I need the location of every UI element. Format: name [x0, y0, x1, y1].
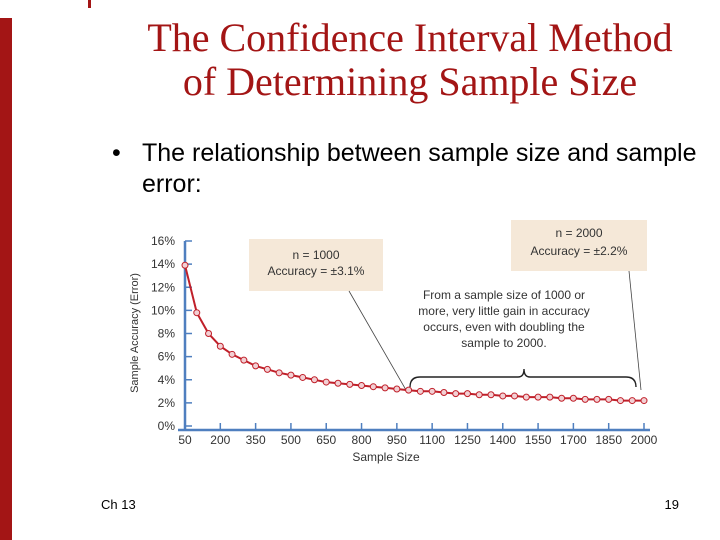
data-point: [193, 309, 201, 317]
x-tick-label: 1850: [595, 433, 622, 447]
data-point: [640, 397, 648, 405]
annotation-n2000-accuracy: Accuracy = ±2.2%: [531, 244, 628, 258]
data-point: [463, 390, 471, 398]
data-point: [546, 393, 554, 401]
data-point: [440, 388, 448, 396]
slide-left-bar: [0, 0, 12, 540]
x-axis-title: Sample Size: [352, 450, 420, 464]
data-point: [616, 397, 624, 405]
footer-chapter: Ch 13: [101, 497, 136, 512]
data-point: [334, 379, 342, 387]
data-point: [569, 394, 577, 402]
annotation-note-line2: more, very little gain in accuracy: [418, 304, 589, 318]
data-point: [263, 365, 271, 373]
x-tick-label: 650: [316, 433, 336, 447]
data-point: [228, 350, 236, 358]
y-tick-label: 2%: [158, 396, 176, 410]
data-point: [181, 261, 189, 269]
data-point: [534, 393, 542, 401]
data-point: [216, 342, 224, 350]
y-axis-title: Sample Accuracy (Error): [129, 273, 141, 393]
y-tick-label: 10%: [151, 303, 175, 317]
x-tick-label: 500: [281, 433, 301, 447]
slide-title-line2: of Determining Sample Size: [182, 59, 638, 104]
page-number: 19: [664, 497, 679, 512]
x-tick-label: 1100: [419, 433, 445, 447]
y-tick-label: 4%: [158, 373, 176, 387]
data-point: [558, 394, 566, 402]
data-point: [475, 391, 483, 399]
series-line: [184, 265, 644, 402]
annotation-note-line3: occurs, even with doubling the: [423, 320, 585, 334]
annotation-note-line4: sample to 2000.: [461, 336, 546, 350]
annotation-n2000-label: n = 2000: [555, 226, 602, 240]
data-point: [522, 393, 530, 401]
y-tick-label: 6%: [158, 350, 176, 364]
data-point: [393, 385, 401, 393]
x-tick-label: 1550: [525, 433, 552, 447]
y-tick-label: 14%: [151, 257, 175, 271]
data-point: [405, 386, 413, 394]
data-point: [605, 395, 613, 403]
annotation-n1000-label: n = 1000: [292, 248, 339, 262]
data-point: [252, 362, 260, 370]
slide-title-line1: The Confidence Interval Method: [147, 15, 673, 60]
data-point: [205, 330, 213, 337]
x-tick-label: 2000: [631, 433, 658, 447]
y-tick-label: 8%: [158, 327, 176, 341]
data-point: [628, 397, 636, 405]
bullet-text: The relationship between sample size and…: [142, 139, 697, 198]
data-point: [381, 384, 389, 392]
data-point: [487, 391, 495, 399]
annotation-box-n1000: [249, 239, 383, 291]
x-tick-label: 50: [178, 433, 192, 447]
data-point: [299, 373, 307, 381]
sample-size-chart: n = 1000 Accuracy = ±3.1% n = 2000 Accur…: [129, 220, 658, 464]
data-point: [416, 387, 424, 395]
y-tick-label: 12%: [151, 280, 175, 294]
data-point: [287, 371, 295, 379]
data-point: [593, 395, 601, 403]
data-point: [322, 378, 330, 386]
annotation-note-line1: From a sample size of 1000 or: [423, 288, 585, 302]
data-point: [346, 380, 354, 388]
data-point: [428, 387, 436, 395]
leader-line-n1000: [348, 290, 407, 391]
data-point: [511, 392, 519, 400]
x-tick-label: 1400: [489, 433, 516, 447]
annotation-n1000-accuracy: Accuracy = ±3.1%: [268, 264, 365, 278]
x-tick-label: 350: [246, 433, 266, 447]
data-point: [358, 382, 366, 390]
slide-title: The Confidence Interval Method of Determ…: [100, 16, 720, 104]
x-tick-label: 200: [210, 433, 230, 447]
data-point: [499, 392, 507, 400]
data-point: [275, 369, 283, 377]
data-point: [452, 390, 460, 398]
data-point: [369, 383, 377, 391]
data-point: [240, 356, 248, 364]
x-tick-label: 800: [352, 433, 372, 447]
y-tick-label: 0%: [158, 419, 176, 433]
slide-corner-mark: [88, 0, 91, 8]
annotation-bracket: [409, 368, 637, 388]
leader-line-n2000: [628, 270, 642, 391]
annotation-box-n2000: [511, 220, 647, 271]
slide-left-bar-cap: [0, 0, 96, 18]
bullet-dot: •: [112, 139, 121, 167]
data-point: [310, 376, 318, 384]
x-tick-label: 1250: [454, 433, 481, 447]
y-tick-label: 16%: [151, 234, 175, 248]
data-point: [581, 395, 589, 403]
x-tick-label: 950: [387, 433, 407, 447]
x-tick-label: 1700: [560, 433, 587, 447]
